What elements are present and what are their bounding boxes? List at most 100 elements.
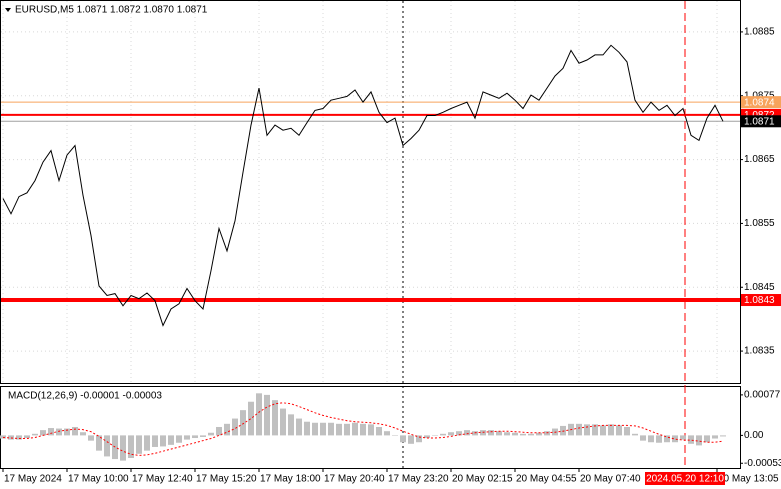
crosshair-time-label: 2024.05.20 12:10 bbox=[646, 474, 724, 485]
grid-layer bbox=[1, 1, 743, 472]
macd-bar bbox=[72, 426, 78, 436]
macd-bar bbox=[152, 435, 158, 447]
y-tick-label: 1.0885 bbox=[744, 27, 775, 38]
macd-bar bbox=[64, 428, 70, 436]
macd-bar bbox=[0, 435, 6, 439]
x-tick-label: 17 May 10:00 bbox=[68, 474, 129, 485]
macd-bar bbox=[176, 435, 182, 443]
macd-bar bbox=[592, 424, 598, 436]
macd-bar bbox=[640, 435, 646, 441]
macd-bar bbox=[32, 433, 38, 436]
macd-bar bbox=[528, 433, 534, 436]
macd-bar bbox=[584, 424, 590, 436]
level-label: 1.0843 bbox=[744, 295, 775, 306]
x-tick-label: 17 May 18:00 bbox=[260, 474, 321, 485]
macd-bar bbox=[496, 431, 502, 436]
x-tick-label: 17 May 20:40 bbox=[324, 474, 385, 485]
y-tick-label: 1.0855 bbox=[744, 218, 775, 229]
macd-bar bbox=[576, 423, 582, 436]
x-tick-label: 20 May 07:40 bbox=[580, 474, 641, 485]
macd-bar bbox=[208, 432, 214, 436]
macd-bar bbox=[120, 435, 126, 461]
macd-bar bbox=[336, 423, 342, 436]
macd-bar bbox=[672, 435, 678, 443]
level-label: 1.0874 bbox=[744, 97, 775, 108]
macd-bar bbox=[160, 435, 166, 447]
macd-bar bbox=[128, 435, 134, 459]
y-tick-label: 1.0875 bbox=[744, 90, 775, 101]
y-tick-label: 0.00 bbox=[744, 430, 764, 441]
y-tick-label: 1.0845 bbox=[744, 282, 775, 293]
macd-bar bbox=[280, 408, 286, 436]
y-tick-label: 1.0865 bbox=[744, 154, 775, 165]
x-tick-label: 20 May 02:15 bbox=[452, 474, 513, 485]
macd-bar bbox=[384, 431, 390, 436]
chart-title: EURUSD,M5 1.0871 1.0872 1.0870 1.0871 bbox=[15, 5, 208, 16]
current-price-label-bg bbox=[741, 115, 781, 128]
macd-bar bbox=[80, 432, 86, 436]
macd-bar bbox=[40, 430, 46, 436]
macd-bar bbox=[520, 433, 526, 436]
macd-bar bbox=[560, 425, 566, 436]
macd-bar bbox=[264, 394, 270, 436]
macd-bar bbox=[168, 435, 174, 445]
x-tick-label: 17 May 12:40 bbox=[132, 474, 193, 485]
level-label-bg bbox=[741, 96, 781, 109]
x-tick-label: 17 May 23:20 bbox=[388, 474, 449, 485]
macd-bar bbox=[400, 435, 406, 443]
macd-bar bbox=[696, 435, 702, 446]
macd-bar bbox=[224, 423, 230, 436]
macd-bar bbox=[488, 430, 494, 436]
macd-bar bbox=[216, 426, 222, 436]
macd-bar bbox=[320, 422, 326, 436]
macd-bar bbox=[600, 425, 606, 436]
macd-title: MACD(12,26,9) -0.00001 -0.00003 bbox=[8, 391, 162, 402]
macd-bar bbox=[648, 435, 654, 443]
macd-bar bbox=[144, 435, 150, 451]
macd-bar bbox=[376, 426, 382, 436]
macd-bar bbox=[664, 435, 670, 443]
macd-bar bbox=[312, 422, 318, 436]
x-tick-label: 17 May 2024 bbox=[4, 474, 62, 485]
macd-bar bbox=[24, 435, 30, 439]
crosshair-time-bg bbox=[645, 472, 725, 485]
macd-bar bbox=[352, 422, 358, 436]
macd-bar bbox=[136, 435, 142, 454]
macd-bar bbox=[48, 428, 54, 436]
macd-bar bbox=[424, 435, 430, 439]
macd-bar bbox=[344, 423, 350, 436]
macd-bar bbox=[536, 432, 542, 436]
y-tick-label: -0.00053 bbox=[744, 458, 781, 469]
macd-bar bbox=[408, 435, 414, 444]
macd-bar bbox=[16, 435, 22, 440]
x-tick-label: 20 May 13:05 bbox=[718, 474, 779, 485]
macd-bar bbox=[232, 418, 238, 436]
macd-bar bbox=[632, 433, 638, 436]
macd-bar bbox=[704, 435, 710, 443]
x-tick-label: 20 May 04:55 bbox=[516, 474, 577, 485]
price-panel-frame bbox=[0, 0, 741, 384]
current-price-label: 1.0871 bbox=[744, 116, 775, 127]
macd-bar bbox=[192, 435, 198, 439]
label-layer: 1.0835 1.0845 1.0855 1.0865 1.0875 1.0885 17 M… bbox=[4, 27, 781, 485]
macd-signal-line bbox=[2, 402, 724, 456]
macd-bar bbox=[688, 435, 694, 444]
macd-bar bbox=[104, 435, 110, 457]
macd-bar bbox=[288, 414, 294, 436]
y-tick-label: 0.00077 bbox=[744, 390, 781, 401]
macd-bar bbox=[624, 426, 630, 436]
macd-bar bbox=[96, 435, 102, 451]
macd-bar bbox=[480, 430, 486, 436]
macd-bar bbox=[296, 418, 302, 436]
macd-bar bbox=[512, 432, 518, 436]
macd-bar bbox=[8, 435, 14, 440]
price-line bbox=[2, 44, 724, 327]
macd-bar bbox=[616, 425, 622, 436]
symbol-menu-arrow bbox=[5, 8, 11, 12]
macd-panel-frame bbox=[0, 386, 741, 469]
macd-bar bbox=[656, 435, 662, 443]
x-tick-label: 17 May 15:20 bbox=[196, 474, 257, 485]
macd-bar bbox=[368, 424, 374, 436]
macd-bar bbox=[328, 422, 334, 436]
macd-bar bbox=[56, 428, 62, 436]
